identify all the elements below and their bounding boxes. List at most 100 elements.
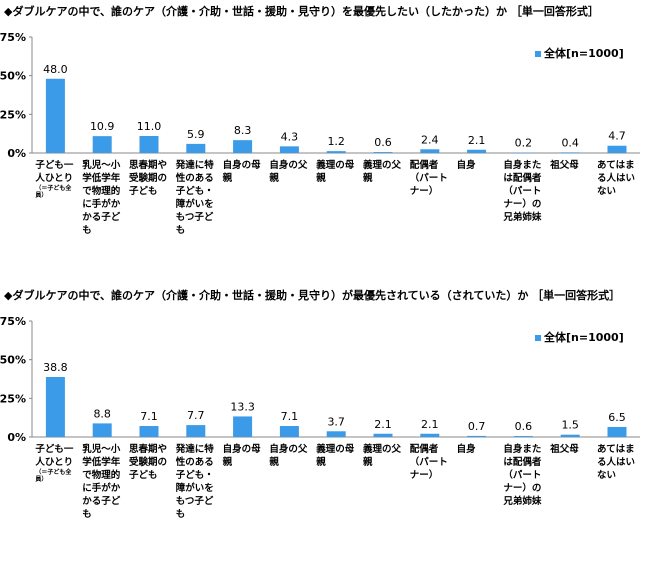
bar (233, 140, 253, 153)
data-label: 38.8 (43, 361, 68, 374)
bar (560, 434, 580, 437)
category-label: 自身 (457, 443, 499, 456)
chart-bottom: ◆ダブルケアの中で、誰のケア（介護・介助・世話・援助・見守り）が最優先されている… (0, 284, 650, 564)
bar (279, 146, 299, 153)
data-label: 13.3 (230, 400, 255, 413)
category-label: 自身 (457, 159, 499, 172)
bar (607, 145, 627, 153)
category-label-text: 自身 (456, 160, 476, 171)
data-label: 0.6 (515, 420, 533, 433)
category-label: 子ども一人ひとり （＝子ども全員） (35, 159, 77, 199)
data-label: 10.9 (90, 120, 115, 133)
data-label: 6.5 (608, 411, 626, 424)
data-label: 8.8 (93, 407, 111, 420)
data-label: 4.3 (281, 130, 299, 143)
chart-plot: 0% 25% 50% 75% 48.0 10.9 11.0 5.9 8.3 4.3 1.2 0.6 2.… (0, 31, 640, 160)
bar (467, 435, 487, 437)
category-label: 祖父母 (550, 159, 592, 172)
category-label-text: 自身 (456, 444, 476, 455)
category-label: 祖父母 (550, 443, 592, 456)
category-label: 自身または配偶者（パートナー）の兄弟姉妹 (503, 443, 545, 508)
category-label: 自身の父親 (269, 443, 311, 469)
category-label-text: 自身の父親 (269, 160, 308, 184)
bar (420, 433, 440, 437)
data-label: 2.4 (421, 133, 439, 146)
data-label: 4.7 (608, 130, 626, 143)
category-label: 乳児～小学低学年で物理的に手がかかる子ども (82, 443, 124, 521)
y-tick-label: 25% (0, 392, 26, 405)
category-label: あてはまる人はいない (597, 443, 639, 482)
category-label: 自身または配偶者（パートナー）の兄弟姉妹 (503, 159, 545, 224)
data-label: 0.4 (561, 136, 579, 149)
data-label: 11.0 (137, 120, 162, 133)
bar (513, 436, 533, 437)
y-tick-label: 50% (0, 354, 26, 367)
bar (92, 136, 112, 153)
data-label: 0.7 (468, 420, 486, 433)
category-label: 発達に特性のある子ども・障がいをもつ子ども (176, 159, 218, 237)
category-label-text: 乳児～小学低学年で物理的に手がかかる子ども (82, 444, 121, 520)
category-label-text: 発達に特性のある子ども・障がいをもつ子ども (175, 160, 214, 236)
bar (560, 152, 580, 153)
bar (139, 426, 159, 437)
category-label-text: 祖父母 (550, 444, 579, 455)
y-tick-label: 50% (0, 70, 26, 83)
data-label: 5.9 (187, 128, 205, 141)
category-label-text: 義理の母親 (316, 160, 355, 184)
data-label: 2.1 (468, 134, 486, 147)
category-label-text: 配偶者（パートナー） (409, 160, 448, 197)
category-label-text: 子ども一人ひとり (35, 444, 74, 468)
y-tick-label: 0% (7, 431, 26, 444)
category-label-text: 義理の父親 (363, 444, 402, 468)
y-tick-label: 75% (0, 31, 26, 44)
chart-title: ◆ダブルケアの中で、誰のケア（介護・介助・世話・援助・見守り）が最優先されている… (4, 289, 621, 302)
category-label: 自身の母親 (223, 443, 265, 469)
category-label-text: 自身の母親 (222, 160, 261, 184)
bar (467, 149, 487, 153)
bar (45, 376, 65, 437)
category-label: 乳児～小学低学年で物理的に手がかかる子ども (82, 159, 124, 237)
y-tick-label: 0% (7, 147, 26, 160)
category-note: （＝子ども全員） (35, 469, 72, 483)
category-label-text: 乳児～小学低学年で物理的に手がかかる子ども (82, 160, 121, 236)
category-label: 子ども一人ひとり （＝子ども全員） (35, 443, 77, 483)
bar (233, 416, 253, 437)
category-label-text: 自身の父親 (269, 444, 308, 468)
y-tick-label: 75% (0, 315, 26, 328)
data-label: 1.5 (561, 419, 579, 432)
category-label: 思春期や受験期の子ども (129, 159, 171, 198)
category-label-text: 配偶者（パートナー） (409, 444, 448, 481)
category-label-text: 義理の父親 (363, 160, 402, 184)
data-label: 7.7 (187, 409, 205, 422)
data-label: 2.1 (421, 418, 439, 431)
category-label: 義理の父親 (363, 159, 405, 185)
legend-swatch (535, 335, 541, 341)
category-label-text: あてはまる人はいない (597, 444, 636, 481)
category-label-text: 自身または配偶者（パートナー）の兄弟姉妹 (503, 160, 542, 223)
category-label: 配偶者（パートナー） (410, 159, 452, 198)
category-label-text: 思春期や受験期の子ども (129, 444, 168, 481)
category-label-text: 祖父母 (550, 160, 579, 171)
data-label: 7.1 (281, 410, 299, 423)
chart-title: ◆ダブルケアの中で、誰のケア（介護・介助・世話・援助・見守り）を最優先したい（し… (4, 5, 599, 18)
data-label: 48.0 (43, 63, 68, 76)
chart-top: ◆ダブルケアの中で、誰のケア（介護・介助・世話・援助・見守り）を最優先したい（し… (0, 0, 650, 280)
category-label: 義理の父親 (363, 443, 405, 469)
y-tick-label: 25% (0, 108, 26, 121)
data-label: 0.2 (515, 137, 533, 150)
category-label-text: 発達に特性のある子ども・障がいをもつ子ども (175, 444, 214, 520)
category-label: 発達に特性のある子ども・障がいをもつ子ども (176, 443, 218, 521)
category-label: 自身の父親 (269, 159, 311, 185)
category-label: 義理の母親 (316, 159, 358, 185)
bar (326, 151, 346, 153)
bar (326, 431, 346, 437)
bar (373, 433, 393, 437)
category-label: 思春期や受験期の子ども (129, 443, 171, 482)
data-label: 2.1 (374, 418, 392, 431)
legend-label: 全体[n=1000] (543, 330, 624, 344)
data-label: 8.3 (234, 124, 252, 137)
data-label: 7.1 (140, 410, 158, 423)
category-label: あてはまる人はいない (597, 159, 639, 198)
category-label: 配偶者（パートナー） (410, 443, 452, 482)
data-label: 0.6 (374, 136, 392, 149)
